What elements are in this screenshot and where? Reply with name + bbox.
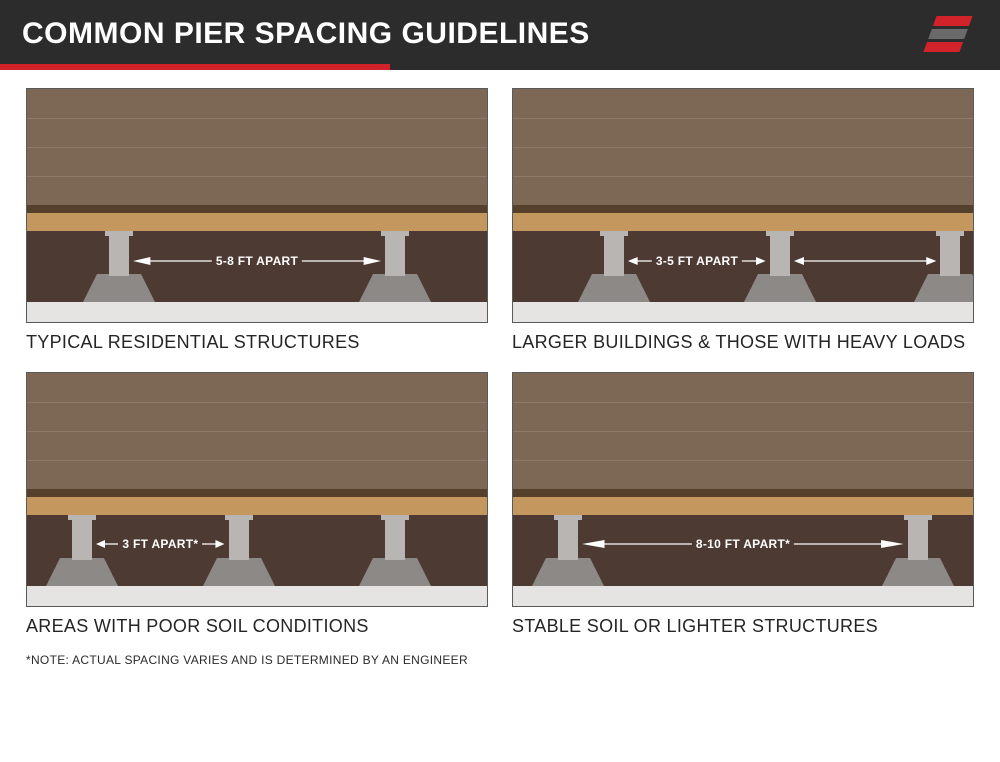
footnote: *NOTE: ACTUAL SPACING VARIES AND IS DETE… bbox=[0, 643, 1000, 687]
panel-caption: LARGER BUILDINGS & THOSE WITH HEAVY LOAD… bbox=[512, 331, 974, 354]
panel-poor-soil: 3 FT APART* AREAS WITH POOR SOIL CONDITIO… bbox=[26, 372, 488, 638]
panel-heavy-loads: 3-5 FT APART LARGER BUILDINGS & THOSE WIT… bbox=[512, 88, 974, 354]
panel-stable-soil: 8-10 FT APART* STABLE SOIL OR LIGHTER STR… bbox=[512, 372, 974, 638]
page-title: COMMON PIER SPACING GUIDELINES bbox=[22, 17, 590, 51]
diagram-panel: 5-8 FT APART bbox=[26, 88, 488, 323]
header: COMMON PIER SPACING GUIDELINES bbox=[0, 0, 1000, 70]
diagram-panel: 3-5 FT APART bbox=[512, 88, 974, 323]
panels-grid: 5-8 FT APART TYPICAL RESIDENTIAL STRUCTUR… bbox=[0, 70, 1000, 643]
title-underline bbox=[0, 64, 390, 70]
spacing-arrow: 3-5 FT APART bbox=[628, 251, 766, 271]
spacing-arrow bbox=[794, 251, 936, 271]
panel-caption: TYPICAL RESIDENTIAL STRUCTURES bbox=[26, 331, 488, 354]
diagram-panel: 3 FT APART* bbox=[26, 372, 488, 607]
spacing-arrow: 5-8 FT APART bbox=[133, 251, 381, 271]
brand-logo bbox=[914, 12, 978, 56]
spacing-label: 3 FT APART* bbox=[118, 537, 202, 551]
spacing-arrow: 3 FT APART* bbox=[96, 534, 224, 554]
spacing-arrow: 8-10 FT APART* bbox=[582, 534, 904, 554]
panel-caption: STABLE SOIL OR LIGHTER STRUCTURES bbox=[512, 615, 974, 638]
panel-residential: 5-8 FT APART TYPICAL RESIDENTIAL STRUCTUR… bbox=[26, 88, 488, 354]
spacing-label: 3-5 FT APART bbox=[652, 254, 742, 268]
spacing-label: 8-10 FT APART* bbox=[692, 537, 794, 551]
spacing-label: 5-8 FT APART bbox=[212, 254, 302, 268]
panel-caption: AREAS WITH POOR SOIL CONDITIONS bbox=[26, 615, 488, 638]
pier bbox=[355, 515, 435, 586]
diagram-panel: 8-10 FT APART* bbox=[512, 372, 974, 607]
